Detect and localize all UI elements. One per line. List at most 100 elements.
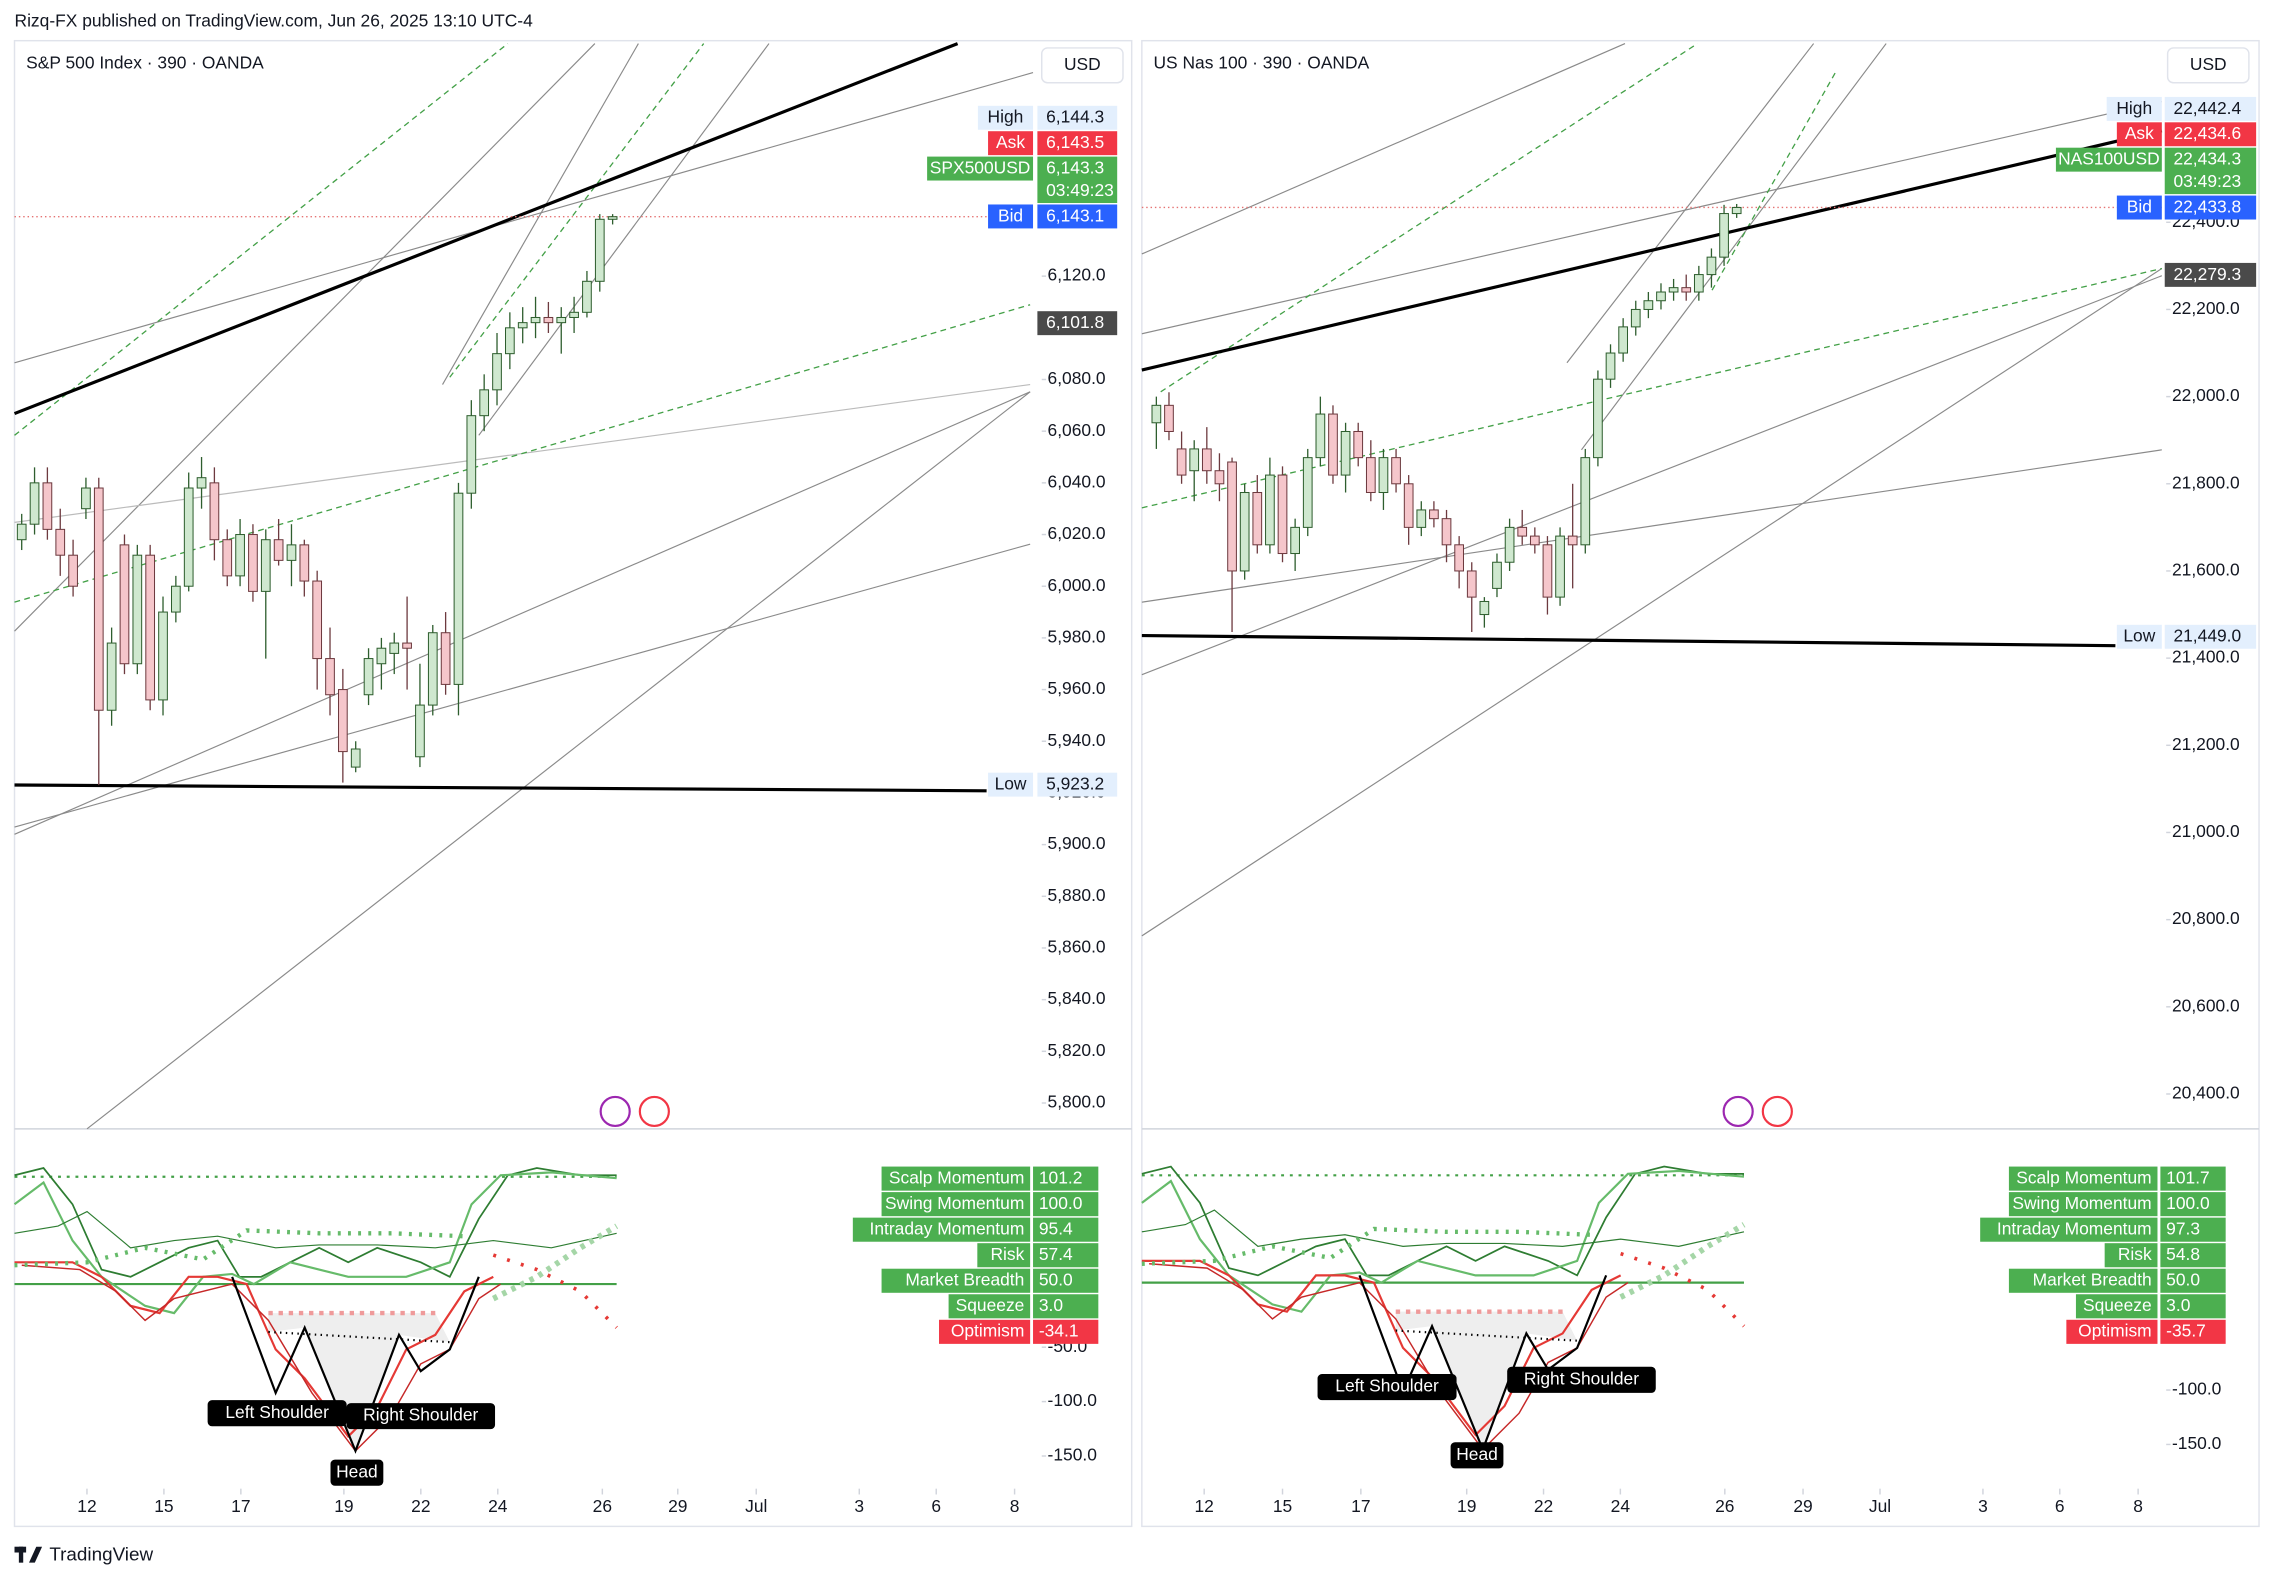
candle-body (402, 642, 412, 649)
candle-body (1517, 526, 1528, 537)
tag-value: 6,144.3 (1046, 107, 1104, 127)
x-tick-label: 12 (77, 1496, 96, 1516)
legend-name-box (2066, 1319, 2158, 1344)
candle-body (556, 316, 567, 324)
x-tick-label: 26 (593, 1496, 612, 1516)
x-tick-label: 29 (1793, 1496, 1812, 1516)
tag-value: 21,449.0 (2173, 626, 2241, 646)
legend-value: 101.7 (2166, 1167, 2210, 1187)
annotation: Left Shoulder (225, 1402, 329, 1422)
candle-body (119, 544, 130, 665)
y-tick-label: 6,080.0 (1048, 368, 1106, 388)
candle-body (337, 689, 348, 753)
x-tick-label: 15 (1273, 1496, 1292, 1516)
candle-body (1302, 457, 1313, 528)
legend-value-box (2160, 1294, 2226, 1319)
candle-body (1201, 448, 1212, 472)
candle-body (1403, 483, 1414, 528)
legend-value: 57.4 (1039, 1244, 1073, 1264)
tag-name-box (977, 105, 1034, 130)
legend-name: Scalp Momentum (889, 1167, 1024, 1187)
candle-body (1542, 544, 1553, 598)
tag-time: 03:49:23 (2173, 171, 2241, 191)
legend-value: 100.0 (1039, 1193, 1083, 1213)
candle-body (1328, 413, 1338, 476)
tag-value-box (1037, 105, 1118, 130)
tag-value: 6,143.1 (1046, 205, 1104, 225)
currency-button[interactable] (2166, 47, 2250, 84)
legend-value-box (2160, 1268, 2226, 1293)
legend-value: 54.8 (2166, 1244, 2200, 1264)
legend-name-box (2075, 1294, 2158, 1319)
tag-value-box (2164, 96, 2257, 121)
tag-name-box (2116, 122, 2162, 147)
candle-body (106, 642, 117, 711)
y-tick-label: 5,960.0 (1048, 678, 1106, 698)
indicator-y-tick-label: -150.0 (1048, 1445, 1097, 1465)
legend-name: Scalp Momentum (2016, 1167, 2151, 1187)
candle-body (1391, 457, 1401, 485)
tag-name: SPX500USD (930, 158, 1031, 178)
candle-body (543, 316, 554, 324)
legend-value-box (1033, 1319, 1099, 1344)
candle-body (1176, 448, 1187, 476)
tag-value: 6,143.3 (1046, 158, 1104, 178)
tag-value: 22,433.8 (2173, 197, 2241, 217)
candle-body (1378, 457, 1389, 494)
y-tick-label: 5,860.0 (1048, 937, 1106, 957)
legend-name-box (939, 1319, 1031, 1344)
legend-name-box (1980, 1217, 2158, 1242)
x-tick-label: 12 (1194, 1496, 1213, 1516)
candle-body (1340, 430, 1351, 476)
tag-name: Low (2123, 626, 2155, 646)
currency: USD (2190, 54, 2227, 74)
y-tick-label: 5,900.0 (1048, 833, 1106, 853)
legend-value-box (1033, 1217, 1099, 1242)
candle-body (594, 218, 605, 282)
candle-body (1290, 526, 1300, 555)
tag-name-box (988, 772, 1034, 797)
candle-body (1681, 287, 1692, 293)
legend-name: Risk (990, 1244, 1024, 1264)
candle-body (16, 523, 27, 541)
candle-body (1441, 518, 1452, 546)
candle-body (1466, 570, 1477, 598)
y-tick-label: 5,880.0 (1048, 885, 1106, 905)
header: Rizq-FX published on TradingView.com, Ju… (15, 10, 534, 30)
tag-value-box (1037, 156, 1118, 204)
legend-name: Market Breadth (2033, 1270, 2152, 1290)
legend-value-box (2160, 1319, 2226, 1344)
x-tick-label: 26 (1715, 1496, 1734, 1516)
currency-button[interactable] (1041, 47, 1124, 84)
annotation: Left Shoulder (1335, 1376, 1439, 1396)
indicator-lines (13, 1167, 619, 1454)
legend-value: 50.0 (1039, 1270, 1073, 1290)
candle-body (235, 534, 245, 577)
legend-value-box (1033, 1192, 1099, 1217)
tag-value-box (2164, 195, 2257, 220)
tag-name-box (2055, 147, 2162, 172)
candle-body (440, 632, 451, 685)
candle-body (1277, 474, 1288, 555)
tag-name: NAS100USD (2058, 149, 2160, 169)
x-tick-label: 17 (1351, 1496, 1370, 1516)
candle-body (1605, 352, 1616, 380)
annotation-box (1317, 1374, 1457, 1401)
x-tick-label: 19 (1457, 1496, 1476, 1516)
tag-value-box (1037, 204, 1118, 229)
legend-value: 95.4 (1039, 1219, 1073, 1239)
candle-body (29, 482, 40, 525)
candle-body (1630, 308, 1641, 328)
candle-body (427, 632, 438, 706)
tag-value-box (2164, 624, 2257, 649)
indicator-y-tick-label: -100.0 (1048, 1390, 1097, 1410)
candle-body (1618, 326, 1629, 354)
currency: USD (1064, 54, 1101, 74)
x-tick-label: 3 (1978, 1496, 1988, 1516)
tag-value-box (2164, 262, 2257, 287)
candle-body (376, 647, 387, 665)
candle-body (607, 216, 618, 220)
trend-lines (13, 42, 1034, 1130)
tag-name: Bid (998, 205, 1023, 225)
